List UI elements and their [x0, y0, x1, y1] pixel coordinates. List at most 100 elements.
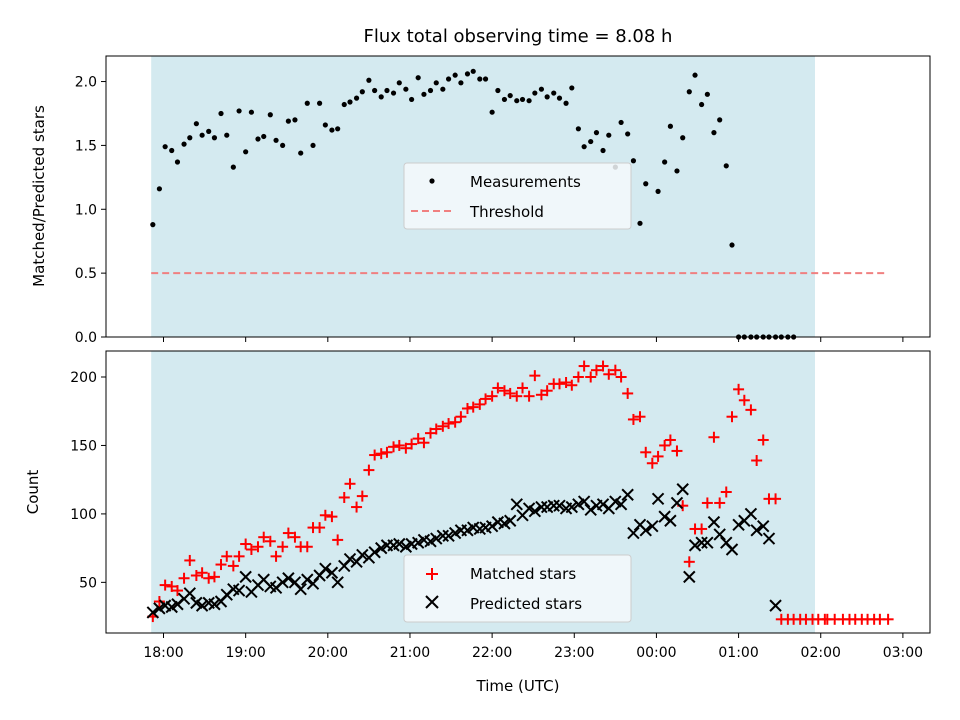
predicted-star-point — [553, 499, 566, 512]
predicted-star-point — [676, 483, 689, 496]
matched-star-point — [511, 390, 523, 402]
measurement-point — [711, 130, 717, 136]
predicted-star-point — [183, 587, 197, 600]
bottom-legend: Matched stars Predicted stars — [403, 554, 632, 623]
matched-star-point — [166, 580, 178, 592]
matched-star-point — [708, 431, 720, 443]
matched-star-point — [529, 370, 541, 382]
bottom-y-tick-label: 100 — [70, 507, 97, 523]
measurement-point — [618, 119, 624, 126]
measurement-point — [292, 117, 298, 123]
x-tick-label: 03:00 — [883, 645, 923, 661]
matched-star-point — [585, 371, 597, 383]
matched-star-point — [770, 493, 782, 505]
matched-star-point — [560, 376, 572, 388]
matched-star-point — [400, 442, 412, 454]
measurement-point — [452, 72, 458, 78]
predicted-star-point — [670, 496, 684, 510]
matched-star-point — [572, 371, 584, 383]
measurement-point — [637, 220, 643, 226]
bottom-y-tick-label: 200 — [70, 370, 97, 386]
measurement-point — [403, 86, 409, 92]
measurement-point — [211, 135, 218, 141]
measurement-point — [600, 147, 606, 154]
predicted-star-point — [596, 498, 610, 511]
measurement-point — [353, 95, 360, 101]
matched-star-point — [252, 541, 264, 553]
measurement-point — [187, 135, 193, 141]
top-x-ticks — [163, 337, 904, 342]
measurement-point — [588, 138, 594, 145]
matched-star-point — [270, 550, 282, 562]
x-tick-label: 19:00 — [225, 645, 265, 661]
predicted-star-point — [485, 520, 499, 533]
predicted-star-point — [713, 528, 726, 541]
measurement-point — [729, 242, 735, 248]
matched-star-point — [153, 596, 165, 608]
measurement-point — [630, 158, 637, 164]
predicted-star-point — [430, 532, 443, 545]
predicted-star-point — [707, 515, 721, 529]
matched-star-point — [504, 387, 516, 399]
measurement-point — [218, 110, 224, 117]
matched-star-point — [757, 434, 769, 446]
predicted-star-point — [658, 510, 671, 523]
matched-star-point — [203, 572, 215, 584]
matched-star-point — [523, 390, 535, 402]
measurement-point — [526, 98, 532, 104]
matched-star-point — [664, 434, 676, 446]
measurement-point — [593, 130, 600, 136]
matched-star-point — [882, 613, 894, 625]
matched-star-point — [517, 382, 529, 394]
matched-star-point — [480, 393, 492, 405]
predicted-star-point — [683, 570, 696, 584]
x-tick-label: 21:00 — [390, 645, 430, 661]
predicted-star-point — [343, 552, 357, 566]
matched-star-point — [326, 511, 338, 523]
matched-star-point — [418, 437, 430, 449]
measurement-point — [538, 86, 545, 92]
matched-star-point — [240, 538, 252, 550]
measurement-point — [298, 150, 304, 156]
measurement-point — [193, 121, 199, 127]
measurement-point — [667, 123, 673, 129]
matched-star-point — [535, 389, 547, 401]
matched-star-point — [393, 439, 405, 451]
measurement-point — [347, 99, 353, 105]
measurement-point — [409, 96, 415, 103]
matched-star-point — [467, 401, 479, 413]
legend-matched-label: Matched stars — [470, 565, 576, 583]
predicted-star-point — [356, 548, 369, 562]
matched-star-point — [541, 385, 553, 397]
measurement-point — [316, 100, 323, 106]
matched-star-point — [190, 570, 202, 582]
predicted-star-point — [769, 599, 782, 612]
predicted-star-point — [208, 598, 221, 611]
x-tick-label: 22:00 — [472, 645, 512, 661]
measurement-point — [415, 75, 421, 81]
matched-star-point — [215, 559, 227, 571]
measurement-point — [717, 117, 723, 123]
top-y-tick-label: 0.0 — [75, 330, 97, 346]
x-tick-label: 01:00 — [718, 645, 758, 661]
matched-star-point — [233, 550, 245, 562]
measurement-point — [366, 77, 372, 83]
measurement-point — [304, 100, 310, 106]
predicted-star-point — [646, 520, 659, 533]
x-tick-label: 18:00 — [143, 645, 183, 661]
predicted-star-point — [627, 526, 640, 540]
measurement-point — [581, 144, 587, 150]
measurement-point — [261, 133, 267, 140]
predicted-star-point — [744, 507, 758, 521]
top-plot-frame — [105, 55, 931, 338]
matched-star-point — [751, 455, 763, 467]
predicted-star-point — [301, 573, 314, 586]
measurement-point — [606, 132, 612, 138]
matched-star-point — [486, 390, 498, 402]
matched-star-point — [338, 491, 350, 503]
predicted-star-point — [547, 499, 560, 512]
matched-star-point — [258, 531, 270, 543]
matched-star-point — [566, 379, 578, 391]
top-y-tick-label: 0.5 — [75, 266, 97, 282]
matched-star-point — [221, 550, 233, 562]
